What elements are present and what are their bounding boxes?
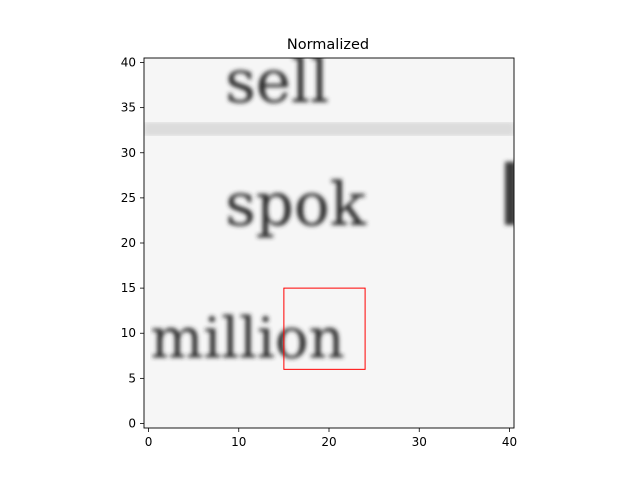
y-tick-label: 35 <box>121 101 136 115</box>
y-tick-label: 25 <box>121 191 136 205</box>
y-tick-label: 40 <box>121 56 136 70</box>
image-text-line-0: million <box>150 307 344 372</box>
image-text-content: million spok sell <box>150 48 514 372</box>
plot-area: million spok sell <box>144 48 514 428</box>
y-tick-label: 15 <box>121 281 136 295</box>
chart-title: Normalized <box>287 37 369 53</box>
x-tick-label: 10 <box>231 435 246 449</box>
x-tick-label: 40 <box>502 435 517 449</box>
x-axis: 0 10 20 30 40 <box>145 428 517 449</box>
y-tick-label: 30 <box>121 146 136 160</box>
y-tick-label: 20 <box>121 236 136 250</box>
y-tick-label: 0 <box>128 416 136 430</box>
image-text-line-1: spok <box>225 171 367 240</box>
y-tick-label: 5 <box>128 371 136 385</box>
x-tick-label: 20 <box>321 435 336 449</box>
annotation-layer <box>283 287 366 370</box>
image-text-line-2: sell <box>225 48 329 117</box>
y-axis: 0 5 10 15 20 25 30 35 40 <box>121 56 144 430</box>
edge-glyph-fragment <box>504 161 514 225</box>
text-shadow-band <box>144 122 514 136</box>
y-tick-label: 10 <box>121 326 136 340</box>
x-tick-label: 30 <box>412 435 427 449</box>
annotation-rectangle-0 <box>283 287 366 370</box>
x-tick-label: 0 <box>145 435 153 449</box>
image-background <box>144 58 514 428</box>
